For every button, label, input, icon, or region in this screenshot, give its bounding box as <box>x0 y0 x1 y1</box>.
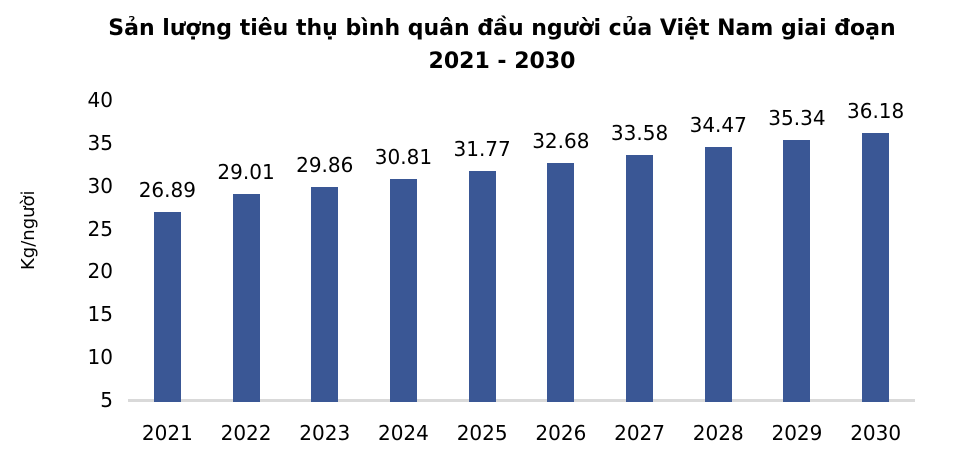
x-tick-label: 2028 <box>692 421 744 445</box>
y-tick-label: 25 <box>87 216 113 241</box>
x-tick-label: 2030 <box>850 421 902 445</box>
bar <box>232 194 260 402</box>
y-tick-label: 35 <box>87 130 113 155</box>
chart-title: Sản lượng tiêu thụ bình quân đầu người c… <box>60 12 944 78</box>
bar <box>389 178 417 402</box>
bar <box>783 139 811 402</box>
x-tick-label: 2025 <box>456 421 508 445</box>
x-axis-line <box>128 399 915 402</box>
chart-title-line2: 2021 - 2030 <box>428 49 576 74</box>
bar <box>547 162 575 402</box>
chart-title-line1: Sản lượng tiêu thụ bình quân đầu người c… <box>108 16 896 41</box>
x-tick-label: 2024 <box>377 421 429 445</box>
bar-value-label: 30.81 <box>374 144 433 169</box>
x-tick-label: 2021 <box>141 421 193 445</box>
x-tick-label: 2027 <box>614 421 665 445</box>
bar-value-label: 36.18 <box>847 98 905 123</box>
bar <box>468 170 496 402</box>
bar-value-label: 35.34 <box>768 105 826 130</box>
bar <box>862 132 890 402</box>
bar-value-label: 29.86 <box>296 152 354 177</box>
y-tick-label: 10 <box>87 345 113 370</box>
y-tick-label: 30 <box>87 173 113 198</box>
bar-value-label: 31.77 <box>453 136 511 161</box>
bar <box>153 212 181 402</box>
bar-value-label: 26.89 <box>138 178 196 203</box>
bar <box>704 147 732 402</box>
bar-value-label: 34.47 <box>689 113 747 138</box>
y-tick-label: 20 <box>87 259 113 284</box>
y-tick-label: 5 <box>100 388 113 412</box>
y-tick-label: 15 <box>87 302 113 327</box>
bar-value-label: 33.58 <box>610 121 669 146</box>
x-tick-label: 2022 <box>220 421 272 445</box>
bar <box>626 155 654 402</box>
x-tick-label: 2029 <box>771 421 823 445</box>
bar <box>311 186 339 402</box>
bar-value-label: 32.68 <box>532 128 590 153</box>
x-tick-label: 2023 <box>299 421 351 445</box>
x-tick-label: 2026 <box>535 421 587 445</box>
bar-value-label: 29.01 <box>217 160 275 185</box>
y-tick-label: 40 <box>87 88 113 112</box>
